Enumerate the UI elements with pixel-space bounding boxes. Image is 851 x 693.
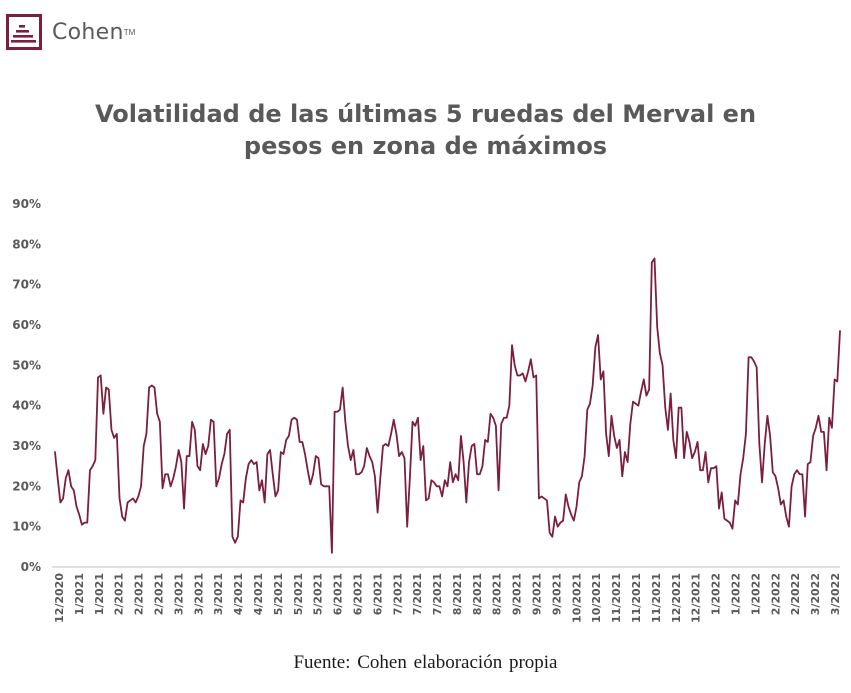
x-tick-label: 12/2020 [53,573,66,623]
chart-title-line-1: Volatilidad de las últimas 5 ruedas del … [94,100,757,128]
chart-title: Volatilidad de las últimas 5 ruedas del … [0,98,851,162]
x-tick-label: 7/2021 [411,573,424,615]
x-tick-label: 11/2021 [630,573,643,623]
x-tick-label: 12/2021 [690,573,703,623]
x-tick-label: 4/2021 [252,573,265,615]
x-tick-label: 9/2021 [531,573,544,615]
x-tick-label: 9/2021 [511,573,524,615]
x-tick-label: 1/2021 [73,573,86,615]
line-chart: 0% 10% 20% 30% 40% 50% 60% 70% 80% 90% 12/2020 1/20… [12,197,842,623]
x-tick-label: 1/2022 [710,573,723,615]
x-tick-label: 12/2021 [670,573,683,623]
y-tick-label: 20% [12,479,41,493]
x-tick-label: 5/2021 [272,573,285,615]
x-tick-label: 8/2021 [491,573,504,615]
x-tick-label: 1/2021 [93,573,106,615]
brand-name: Cohen [52,19,124,45]
y-tick-label: 10% [12,520,41,534]
x-tick-label: 6/2021 [351,573,364,615]
x-tick-label: 2/2021 [113,573,126,615]
y-tick-label: 30% [12,439,41,453]
x-tick-label: 11/2021 [650,573,663,623]
y-tick-label: 80% [12,237,41,251]
chart-title-line-2: pesos en zona de máximos [243,132,608,160]
x-tick-label: 1/2022 [730,573,743,615]
source-note: Fuente: Cohen elaboración propia [293,652,558,673]
x-tick-label: 7/2021 [391,573,404,615]
x-tick-label: 3/2021 [212,573,225,615]
x-tick-label: 11/2021 [610,573,623,623]
x-tick-label: 10/2021 [570,573,583,623]
y-tick-label: 40% [12,399,41,413]
x-tick-label: 3/2022 [809,573,822,615]
y-tick-label: 90% [12,197,41,211]
x-tick-label: 4/2021 [232,573,245,615]
brand-logo: Cohen TM [6,14,135,50]
brand-trademark: TM [123,27,136,37]
x-tick-label: 5/2021 [292,573,305,615]
x-tick-label: 5/2021 [312,573,325,615]
x-tick-label: 8/2021 [451,573,464,615]
series-line [54,257,841,554]
y-tick-label: 60% [12,318,41,332]
x-tick-label: 3/2022 [829,573,842,615]
x-tick-label: 3/2021 [192,573,205,615]
x-tick-label: 2/2021 [133,573,146,615]
x-tick-label: 8/2021 [471,573,484,615]
x-tick-label: 1/2022 [749,573,762,615]
x-tick-label: 2/2021 [152,573,165,615]
x-tick-label: 6/2021 [371,573,384,615]
x-tick-label: 3/2021 [172,573,185,615]
cohen-logo-icon [6,14,42,50]
y-tick-label: 70% [12,278,41,292]
y-tick-label: 0% [21,560,41,574]
x-tick-label: 7/2021 [431,573,444,615]
x-tick-label: 9/2021 [550,573,563,615]
x-tick-label: 2/2022 [769,573,782,615]
x-tick-label: 10/2021 [590,573,603,623]
x-tick-label: 2/2022 [789,573,802,615]
y-tick-label: 50% [12,358,41,372]
x-tick-label: 6/2021 [332,573,345,615]
